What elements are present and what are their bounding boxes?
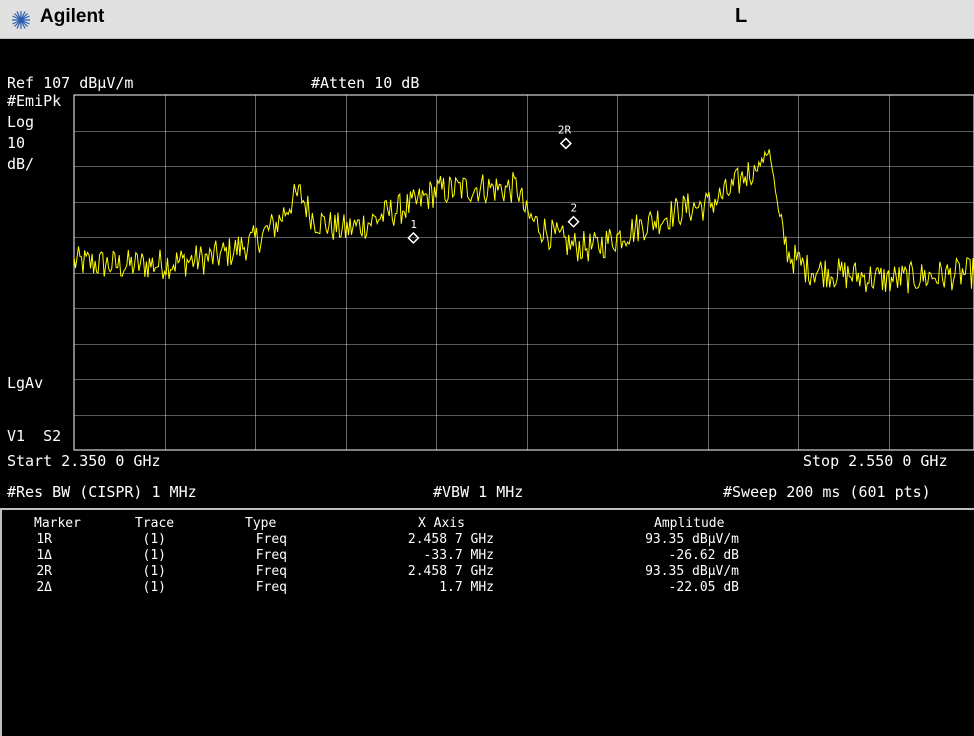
column-header-trace: Trace bbox=[135, 516, 175, 531]
cell-trace: (1) bbox=[142, 580, 166, 595]
cell-trace: (1) bbox=[142, 564, 166, 579]
column-header-x-axis: X Axis bbox=[418, 516, 465, 531]
spectrum-trace bbox=[73, 149, 974, 294]
marker-diamond-2 bbox=[567, 215, 580, 228]
column-header-marker: Marker bbox=[34, 516, 81, 531]
plot-border bbox=[73, 94, 974, 451]
marker-diamond-1 bbox=[407, 231, 420, 245]
average-type: LgAv bbox=[7, 374, 44, 392]
attenuation: #Atten 10 dB bbox=[311, 74, 420, 92]
sweep-time: #Sweep 200 ms (601 pts) bbox=[723, 483, 931, 501]
cell-x-axis: -33.7 MHz bbox=[423, 548, 494, 563]
marker-layer: 1 2R 2 bbox=[407, 123, 580, 245]
cell-amplitude: 93.35 dBµV/m bbox=[645, 564, 739, 579]
cell-amplitude: -26.62 dB bbox=[668, 548, 739, 563]
marker-label-2: 2 bbox=[571, 202, 578, 215]
brand-name: Agilent bbox=[40, 6, 105, 27]
scale-value: 10 bbox=[7, 134, 26, 152]
resolution-bandwidth: #Res BW (CISPR) 1 MHz bbox=[7, 483, 197, 501]
marker-diamond-2R bbox=[559, 137, 572, 150]
column-header-amplitude: Amplitude bbox=[654, 516, 725, 531]
cell-x-axis: 2.458 7 GHz bbox=[407, 564, 494, 579]
ref-level: Ref 107 dBµV/m bbox=[7, 74, 134, 92]
cell-type: Freq bbox=[255, 532, 287, 547]
marker-table: Marker Trace Type X Axis Amplitude 1R (1)… bbox=[0, 508, 974, 736]
cell-type: Freq bbox=[255, 548, 287, 563]
v1-s2-label: V1 S2 bbox=[7, 427, 62, 445]
stop-frequency: Stop 2.550 0 GHz bbox=[803, 452, 948, 470]
plot-grid bbox=[73, 94, 974, 451]
cell-marker: 2R bbox=[36, 564, 52, 579]
start-frequency: Start 2.350 0 GHz bbox=[7, 452, 161, 470]
detector-label: #EmiPk bbox=[7, 92, 62, 110]
title-bar: Agilent L bbox=[0, 0, 974, 39]
cell-trace: (1) bbox=[142, 532, 166, 547]
cell-marker: 1Δ bbox=[36, 548, 52, 563]
cell-trace: (1) bbox=[142, 548, 166, 563]
scale-unit: dB/ bbox=[7, 155, 35, 173]
cell-amplitude: 93.35 dBµV/m bbox=[645, 532, 739, 547]
cell-type: Freq bbox=[255, 564, 287, 579]
column-header-type: Type bbox=[245, 516, 277, 531]
scale-type: Log bbox=[7, 113, 35, 131]
cell-marker: 1R bbox=[36, 532, 52, 547]
video-bandwidth: #VBW 1 MHz bbox=[433, 483, 524, 501]
marker-label-1: 1 bbox=[410, 218, 417, 231]
cell-marker: 2Δ bbox=[36, 580, 52, 595]
spectrum-plot: 1 2R 2 bbox=[73, 94, 974, 451]
agilent-spark-icon bbox=[12, 11, 30, 29]
local-mode-indicator: L bbox=[735, 5, 748, 27]
cell-x-axis: 2.458 7 GHz bbox=[407, 532, 494, 547]
marker-label-2R: 2R bbox=[558, 123, 572, 136]
cell-type: Freq bbox=[255, 580, 287, 595]
cell-amplitude: -22.05 dB bbox=[668, 580, 739, 595]
cell-x-axis: 1.7 MHz bbox=[439, 580, 494, 595]
